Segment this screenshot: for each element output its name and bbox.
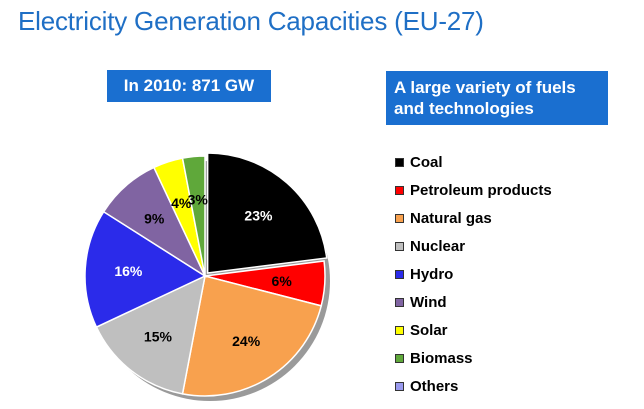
legend-label: Wind xyxy=(410,293,447,311)
legend-item-others: Others xyxy=(395,372,552,400)
pie-label-biomass: 3% xyxy=(188,192,209,208)
legend-swatch xyxy=(395,381,404,391)
variety-line-2: and technologies xyxy=(394,99,534,118)
legend-label: Others xyxy=(410,377,459,395)
legend-swatch xyxy=(395,325,404,335)
legend-label: Hydro xyxy=(410,265,454,283)
legend-swatch xyxy=(395,269,404,279)
legend-swatch xyxy=(395,157,404,167)
legend-swatch xyxy=(395,213,404,223)
legend-label: Coal xyxy=(410,153,443,171)
legend-swatch xyxy=(395,297,404,307)
pie-label-petroleum-products: 6% xyxy=(272,273,293,289)
pie-label-nuclear: 15% xyxy=(144,329,173,345)
legend-label: Nuclear xyxy=(410,237,466,255)
legend-label: Petroleum products xyxy=(410,181,552,199)
variety-banner: A large variety of fuels and technologie… xyxy=(386,71,608,125)
pie-slice-hydro xyxy=(84,210,207,329)
pie-label-wind: 9% xyxy=(144,210,165,226)
legend-item-coal: Coal xyxy=(395,148,552,176)
legend-swatch xyxy=(395,241,404,251)
pie-slice-coal xyxy=(206,152,328,274)
legend-label: Natural gas xyxy=(410,209,492,227)
total-capacity-banner: In 2010: 871 GW xyxy=(107,70,271,102)
legend-item-wind: Wind xyxy=(395,288,552,316)
total-capacity-text: In 2010: 871 GW xyxy=(123,76,255,95)
variety-line-1: A large variety of fuels xyxy=(394,78,576,97)
pie-label-natural-gas: 24% xyxy=(232,333,261,349)
pie-slice-natural-gas xyxy=(181,275,323,397)
pie-label-coal: 23% xyxy=(244,207,273,223)
legend-item-nuclear: Nuclear xyxy=(395,232,552,260)
legend-item-biomass: Biomass xyxy=(395,344,552,372)
chart-legend: Coal Petroleum products Natural gas Nuclear… xyxy=(395,148,552,400)
legend-swatch xyxy=(395,353,404,363)
legend-item-hydro: Hydro xyxy=(395,260,552,288)
pie-slice-biomass xyxy=(181,155,206,277)
pie-label-solar: 4% xyxy=(171,195,192,211)
legend-label: Solar xyxy=(410,321,448,339)
legend-item-solar: Solar xyxy=(395,316,552,344)
pie-label-hydro: 16% xyxy=(114,263,143,279)
legend-item-petroleum-products: Petroleum products xyxy=(395,176,552,204)
legend-swatch xyxy=(395,185,404,195)
page-title: Electricity Generation Capacities (EU-27… xyxy=(18,6,484,36)
legend-item-natural-gas: Natural gas xyxy=(395,204,552,232)
legend-label: Biomass xyxy=(410,349,473,367)
pie-slice-nuclear xyxy=(95,274,207,395)
